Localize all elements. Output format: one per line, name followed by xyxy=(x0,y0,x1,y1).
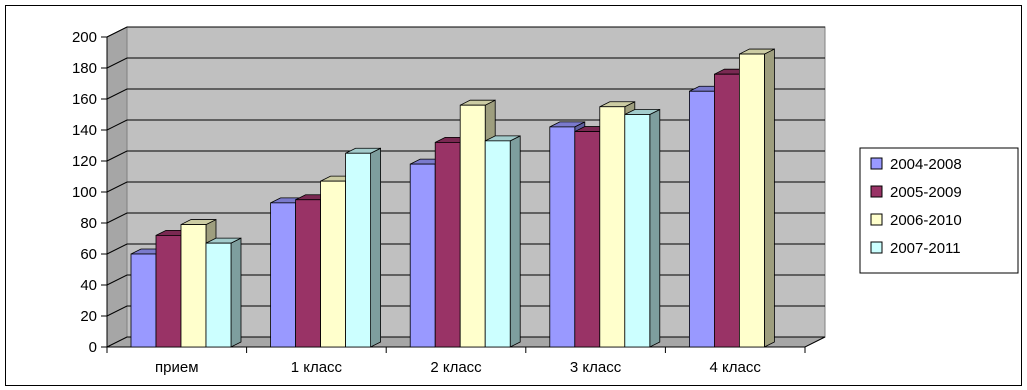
y-tick-label: 160 xyxy=(72,91,97,108)
bar-front xyxy=(624,114,651,348)
y-tick-label: 80 xyxy=(80,215,97,232)
legend-label: 2006-2010 xyxy=(890,212,962,229)
bar-side xyxy=(230,237,242,348)
x-tick-label: прием xyxy=(155,359,199,376)
y-tick-label: 20 xyxy=(80,308,97,325)
bar-front xyxy=(459,104,486,348)
legend-swatch xyxy=(870,213,883,226)
gridline xyxy=(106,88,825,100)
bar-front xyxy=(155,234,182,348)
gridline xyxy=(106,57,825,69)
legend-swatch xyxy=(870,241,883,254)
bar-side xyxy=(509,135,521,348)
y-tick-label: 60 xyxy=(80,246,97,263)
bar xyxy=(624,108,661,348)
y-tick-label: 100 xyxy=(72,184,97,201)
x-tick-label: 4 класс xyxy=(710,359,762,376)
legend-label: 2004-2008 xyxy=(890,156,962,173)
bar-front xyxy=(689,90,715,348)
bar-front xyxy=(574,131,601,348)
legend-label: 2007-2011 xyxy=(890,240,961,257)
y-tick-label: 40 xyxy=(80,277,97,294)
bar-front xyxy=(270,202,297,348)
x-tick-label: 1 класс xyxy=(291,359,343,376)
y-tick-label: 120 xyxy=(72,153,97,170)
bar-front xyxy=(549,126,576,348)
legend-label: 2005-2009 xyxy=(890,184,962,201)
bar-front xyxy=(714,73,740,348)
bar-side xyxy=(649,108,661,348)
bar-front xyxy=(205,242,232,348)
y-tick-label: 140 xyxy=(72,122,97,139)
legend-swatch xyxy=(870,157,883,170)
bar-front xyxy=(295,199,322,348)
bar-front xyxy=(484,140,511,348)
x-tick-label: 3 класс xyxy=(570,359,622,376)
bar-front xyxy=(320,180,347,348)
y-tick-label: 180 xyxy=(72,60,97,77)
bar xyxy=(739,48,775,348)
bar-front xyxy=(409,163,436,348)
bar-front xyxy=(434,141,461,348)
legend-box xyxy=(859,147,1019,274)
bar xyxy=(345,147,382,348)
bar-side xyxy=(764,48,775,348)
gridline xyxy=(106,26,825,38)
bar-front xyxy=(599,106,626,348)
bar-front xyxy=(345,152,372,348)
y-tick-label: 200 xyxy=(72,29,97,46)
x-tick-label: 2 класс xyxy=(430,359,482,376)
bar-front xyxy=(739,53,765,348)
bar xyxy=(205,237,242,348)
bar-side xyxy=(370,147,382,348)
bar xyxy=(484,135,521,348)
bar-front xyxy=(130,253,157,348)
y-tick-label: 0 xyxy=(89,339,97,356)
legend-swatch xyxy=(870,185,883,198)
bar-front xyxy=(180,224,207,348)
gridline xyxy=(106,119,825,131)
